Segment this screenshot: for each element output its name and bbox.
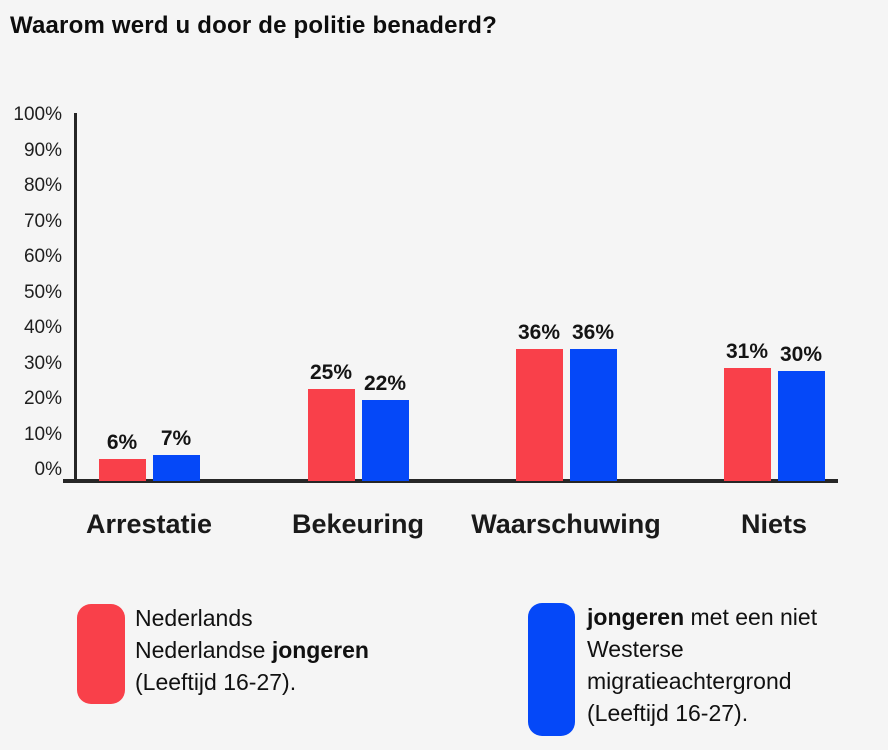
y-tick-label: 0%: [34, 459, 62, 480]
bar-value-label: 30%: [779, 343, 823, 366]
category-label-niets: Niets: [740, 509, 808, 539]
y-tick-label: 30%: [23, 352, 62, 374]
bar-value-label: 22%: [363, 372, 407, 395]
bar-value-label: 31%: [725, 340, 769, 363]
category-label-bekeuring: Bekeuring: [291, 509, 425, 539]
legend-text-line: Nederlands: [135, 605, 253, 631]
bar-blue-waarschuwing: [569, 349, 617, 481]
bar-red-niets: [723, 368, 771, 481]
bar-blue-arrestatie: [152, 455, 200, 481]
y-tick-label: 80%: [23, 175, 62, 196]
category-label-arrestatie: Arrestatie: [85, 509, 213, 539]
bar-red-arrestatie: [98, 459, 146, 481]
y-tick-label: 20%: [23, 388, 62, 409]
legend-text-line: jongeren met een niet: [587, 604, 818, 630]
bar-value-label: 7%: [160, 427, 192, 450]
legend-label-red: Nederlands Nederlandse jongeren (Leeftijd …: [135, 602, 369, 698]
y-axis-line: [74, 113, 77, 483]
legend-text-line: Westerse: [587, 636, 684, 662]
x-axis-line: [63, 479, 838, 483]
legend-text-line: Nederlandse jongeren: [135, 637, 369, 663]
legend-label-blue: jongeren met een niet Westerse migratieach…: [587, 601, 817, 729]
chart-title: Waarom werd u door de politie benaderd?: [10, 12, 497, 39]
legend-text-line: (Leeftijd 16-27).: [587, 700, 749, 726]
bar-value-label: 36%: [571, 321, 615, 344]
legend-swatch-blue: [528, 603, 575, 736]
y-tick-label: 60%: [23, 246, 62, 267]
y-tick-label: 50%: [23, 281, 62, 303]
bar-value-label: 36%: [517, 321, 561, 344]
y-tick-label: 10%: [23, 423, 62, 445]
bar-value-label: 25%: [309, 361, 353, 384]
y-tick-label: 100%: [13, 104, 62, 125]
legend-text-line: migratieachtergrond: [587, 668, 792, 694]
bar-red-waarschuwing: [515, 349, 563, 481]
legend-swatch-red: [77, 604, 125, 704]
bar-blue-bekeuring: [361, 400, 409, 481]
bar-red-bekeuring: [307, 389, 355, 481]
y-tick-label: 40%: [23, 317, 62, 338]
bar-value-label: 6%: [106, 431, 138, 454]
y-tick-label: 70%: [23, 210, 62, 232]
category-label-waarschuwing: Waarschuwing: [471, 509, 661, 539]
y-tick-label: 90%: [23, 139, 62, 161]
legend-text-line: (Leeftijd 16-27).: [135, 669, 297, 695]
bar-blue-niets: [777, 371, 825, 481]
